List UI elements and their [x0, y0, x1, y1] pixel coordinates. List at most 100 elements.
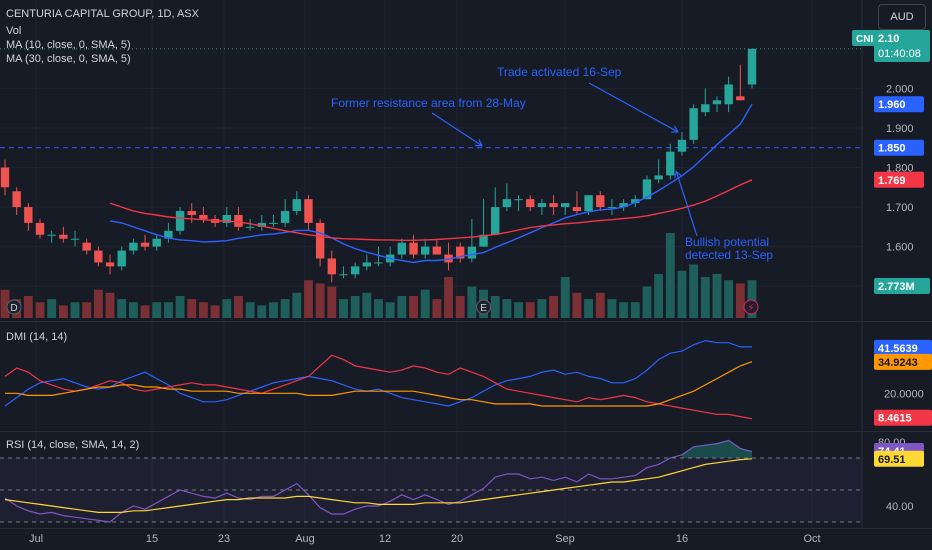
candle-body[interactable] — [596, 195, 605, 208]
candle-body[interactable] — [631, 199, 640, 204]
candle-body[interactable] — [187, 211, 196, 215]
event-marker[interactable] — [6, 299, 22, 315]
candle-body[interactable] — [94, 250, 103, 263]
candle-body[interactable] — [491, 207, 500, 235]
candle-body[interactable] — [269, 222, 278, 224]
ma10-legend[interactable]: MA (10, close, 0, SMA, 5) — [6, 39, 131, 51]
lightning-icon[interactable] — [743, 299, 759, 315]
pane-divider-dmi[interactable] — [0, 321, 932, 322]
rsi-legend[interactable]: RSI (14, close, SMA, 14, 2) — [6, 439, 140, 451]
candle-body[interactable] — [677, 139, 687, 152]
candle-body[interactable] — [175, 211, 185, 231]
candle-body[interactable] — [479, 234, 488, 247]
annotation-bullish-potential-line2[interactable]: detected 13-Sep — [685, 248, 773, 262]
candle-body[interactable] — [514, 199, 523, 201]
candle-body[interactable] — [164, 230, 173, 239]
price-axis[interactable]: 2.0001.9001.8001.7001.6001.50020.000040.… — [852, 0, 932, 528]
candle-body[interactable] — [339, 274, 348, 276]
candle-body[interactable] — [12, 191, 21, 208]
candle-body[interactable] — [572, 207, 582, 212]
candle-body[interactable] — [327, 258, 337, 275]
ticker-tag[interactable]: CNI — [856, 34, 873, 45]
symbol-title[interactable]: CENTURIA CAPITAL GROUP, 1D, ASX — [6, 8, 199, 20]
candle-body[interactable] — [59, 234, 68, 239]
candle-body[interactable] — [502, 199, 512, 208]
annotations[interactable]: D E ⚡ Trade activated 16-Sep Former resistan… — [6, 65, 773, 315]
candle-body[interactable] — [0, 167, 10, 188]
candle-body[interactable] — [724, 84, 733, 105]
candle-body[interactable] — [105, 262, 115, 267]
candle-body[interactable] — [549, 203, 558, 208]
candle-body[interactable] — [292, 199, 301, 212]
candle-body[interactable] — [315, 222, 325, 259]
candle-body[interactable] — [526, 199, 535, 208]
candle-body[interactable] — [140, 242, 150, 247]
candle-body[interactable] — [561, 203, 570, 208]
candle-body[interactable] — [35, 222, 45, 235]
currency-button[interactable]: AUD — [878, 4, 926, 30]
candle-body[interactable] — [747, 48, 757, 85]
candle-body[interactable] — [117, 250, 126, 267]
ma10-value-label[interactable]: 1.960 — [878, 99, 906, 111]
volume-bar — [385, 302, 395, 318]
candle-body[interactable] — [362, 262, 372, 267]
ma30-value-label[interactable]: 1.769 — [878, 175, 906, 187]
ma10-line — [109, 103, 753, 264]
price-tick: 1.700 — [886, 202, 914, 214]
candle-body[interactable] — [350, 266, 360, 275]
annotation-former-resistance[interactable]: Former resistance area from 28-May — [331, 96, 526, 110]
candle-body[interactable] — [280, 211, 290, 223]
candle-body[interactable] — [82, 242, 91, 251]
candle-body[interactable] — [736, 96, 745, 101]
annotation-bullish-potential[interactable]: Bullish potential — [685, 235, 769, 249]
last-price-label[interactable]: 2.10 — [878, 33, 899, 45]
volume-bar — [117, 299, 127, 318]
candle-body[interactable] — [619, 203, 628, 208]
candle-body[interactable] — [199, 214, 208, 219]
event-marker[interactable] — [476, 299, 492, 315]
candle-body[interactable] — [70, 238, 80, 240]
candle-body[interactable] — [304, 199, 313, 223]
candle-body[interactable] — [666, 151, 675, 176]
candle-body[interactable] — [420, 246, 430, 255]
plus-di-value-label[interactable]: 41.5639 — [878, 343, 918, 355]
pane-divider-rsi[interactable] — [0, 431, 932, 432]
candle-body[interactable] — [257, 222, 266, 227]
candle-body[interactable] — [24, 207, 33, 223]
candle-body[interactable] — [432, 246, 442, 255]
candle-body[interactable] — [584, 195, 593, 212]
candle-body[interactable] — [374, 262, 383, 264]
candle-body[interactable] — [701, 104, 710, 113]
resistance-value-label[interactable]: 1.850 — [878, 143, 906, 155]
adx-value-label[interactable]: 34.9243 — [878, 357, 918, 369]
candle-body[interactable] — [654, 175, 663, 180]
candle-body[interactable] — [444, 254, 453, 263]
candle-body[interactable] — [409, 242, 418, 255]
candle-body[interactable] — [537, 203, 547, 208]
candle-body[interactable] — [152, 238, 161, 247]
ma30-legend[interactable]: MA (30, close, 0, SMA, 5) — [6, 53, 131, 65]
candle-body[interactable] — [607, 207, 617, 209]
candle-body[interactable] — [467, 246, 477, 259]
volume-value-label[interactable]: 2.773M — [878, 281, 915, 293]
volume-bar — [70, 302, 80, 318]
annotation-trade-activated[interactable]: Trade activated 16-Sep — [497, 65, 622, 79]
volume-legend[interactable]: Vol — [6, 25, 22, 37]
candle-body[interactable] — [47, 234, 56, 236]
candle-body[interactable] — [456, 246, 465, 259]
time-axis[interactable]: Jul 15 23 Aug 12 20 Sep 16 Oct — [29, 533, 821, 545]
candle-body[interactable] — [245, 226, 255, 228]
dmi-plus-line — [4, 339, 752, 407]
minus-di-value-label[interactable]: 8.4615 — [878, 413, 912, 425]
candle-body[interactable] — [234, 214, 243, 227]
candle-body[interactable] — [712, 100, 722, 105]
rsi-ma-value-label[interactable]: 69.51 — [878, 454, 906, 466]
candle-body[interactable] — [642, 179, 652, 200]
dmi-legend[interactable]: DMI (14, 14) — [6, 331, 68, 343]
dmi-tick: 20.0000 — [884, 388, 924, 400]
candle-body[interactable] — [222, 214, 231, 223]
candle-body[interactable] — [397, 242, 407, 255]
candle-body[interactable] — [129, 242, 138, 251]
candle-body[interactable] — [689, 108, 698, 140]
